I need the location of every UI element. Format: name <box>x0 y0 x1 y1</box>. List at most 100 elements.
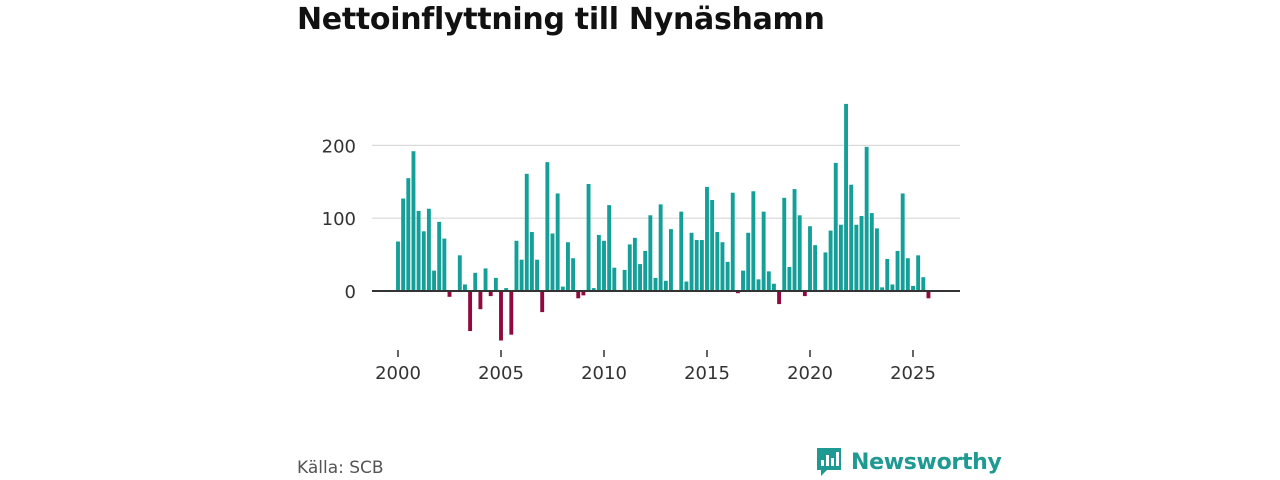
bar <box>437 221 442 291</box>
bar <box>844 103 848 292</box>
bar <box>596 234 601 291</box>
bar <box>483 268 488 291</box>
bar <box>493 277 498 291</box>
bar <box>880 287 885 291</box>
bar <box>566 242 570 291</box>
bar <box>576 291 581 299</box>
bar <box>540 291 545 313</box>
bar <box>797 215 802 291</box>
bar <box>411 151 416 291</box>
bar <box>457 255 462 291</box>
bar <box>648 215 653 291</box>
x-axis-ticks: 2000 2005 2010 2015 2020 2025 <box>375 350 936 384</box>
bar <box>653 277 658 291</box>
bar <box>638 264 642 291</box>
bar <box>751 191 756 291</box>
bar <box>782 197 787 291</box>
bar <box>406 178 411 291</box>
x-tick-label: 2020 <box>787 363 833 384</box>
bar <box>699 240 704 291</box>
bar <box>869 213 874 291</box>
bar <box>545 162 550 291</box>
bar <box>550 233 555 291</box>
bar <box>514 240 519 291</box>
bar <box>813 245 818 291</box>
bar-chart: 0 100 200 2000 2005 2010 2015 2020 2025 <box>322 103 960 384</box>
bar <box>689 232 694 291</box>
bar <box>401 198 406 291</box>
bar <box>911 285 915 291</box>
bar <box>535 259 539 291</box>
bar <box>663 280 668 291</box>
bar <box>741 270 745 291</box>
bar <box>885 258 890 291</box>
bar <box>524 173 529 291</box>
bar <box>555 193 560 291</box>
bar <box>669 229 673 291</box>
bar <box>684 281 689 291</box>
bar <box>864 146 869 291</box>
bar <box>715 232 720 291</box>
source-note: Källa: SCB <box>297 458 384 478</box>
bar <box>591 288 596 291</box>
bar <box>426 208 431 291</box>
bar <box>612 267 617 291</box>
bar <box>643 250 648 291</box>
bar <box>921 277 926 291</box>
bar <box>854 224 859 291</box>
bar <box>926 291 931 299</box>
bar <box>916 255 921 291</box>
bar <box>488 291 493 297</box>
bar <box>823 252 828 291</box>
bar <box>694 240 699 291</box>
bar <box>792 189 797 291</box>
bar <box>519 259 524 291</box>
bar <box>473 272 478 291</box>
bar <box>602 240 606 291</box>
chart-title: Nettoinflyttning till Nynäshamn <box>297 2 825 37</box>
bar <box>679 211 684 291</box>
bar-series <box>396 103 931 341</box>
bar <box>622 269 627 291</box>
bar <box>720 242 725 291</box>
bar <box>838 224 843 291</box>
bar <box>849 184 854 291</box>
x-tick-label: 2000 <box>375 363 421 384</box>
bar <box>895 250 900 291</box>
bar <box>442 238 447 291</box>
bar <box>504 288 509 291</box>
bar <box>833 162 838 291</box>
bar <box>529 232 534 291</box>
bar <box>658 204 663 291</box>
bar <box>432 270 436 291</box>
bar <box>581 291 586 296</box>
bar <box>463 284 467 291</box>
newsworthy-chart-icon <box>817 448 841 476</box>
bar <box>777 291 782 305</box>
bar <box>890 284 895 291</box>
bar <box>627 244 632 291</box>
y-tick-label: 200 <box>322 136 356 157</box>
y-tick-label: 0 <box>345 282 356 303</box>
bar <box>735 291 740 294</box>
bar <box>859 216 864 291</box>
x-tick-label: 2025 <box>890 363 936 384</box>
x-tick-label: 2015 <box>684 363 730 384</box>
newsworthy-logo[interactable]: Newsworthy <box>815 446 1002 478</box>
y-tick-label: 100 <box>322 209 356 230</box>
x-tick-label: 2005 <box>478 363 524 384</box>
bar <box>571 258 576 291</box>
bar <box>705 186 709 291</box>
bar <box>586 183 591 291</box>
bar <box>802 291 807 297</box>
bar <box>905 258 910 291</box>
bar <box>416 210 421 291</box>
newsworthy-brand-text: Newsworthy <box>851 449 1002 475</box>
bar <box>746 232 751 291</box>
bar <box>761 211 766 291</box>
bar <box>730 192 735 291</box>
bar <box>875 228 879 291</box>
bar <box>828 230 833 291</box>
bar <box>499 291 503 341</box>
bar <box>478 291 483 310</box>
